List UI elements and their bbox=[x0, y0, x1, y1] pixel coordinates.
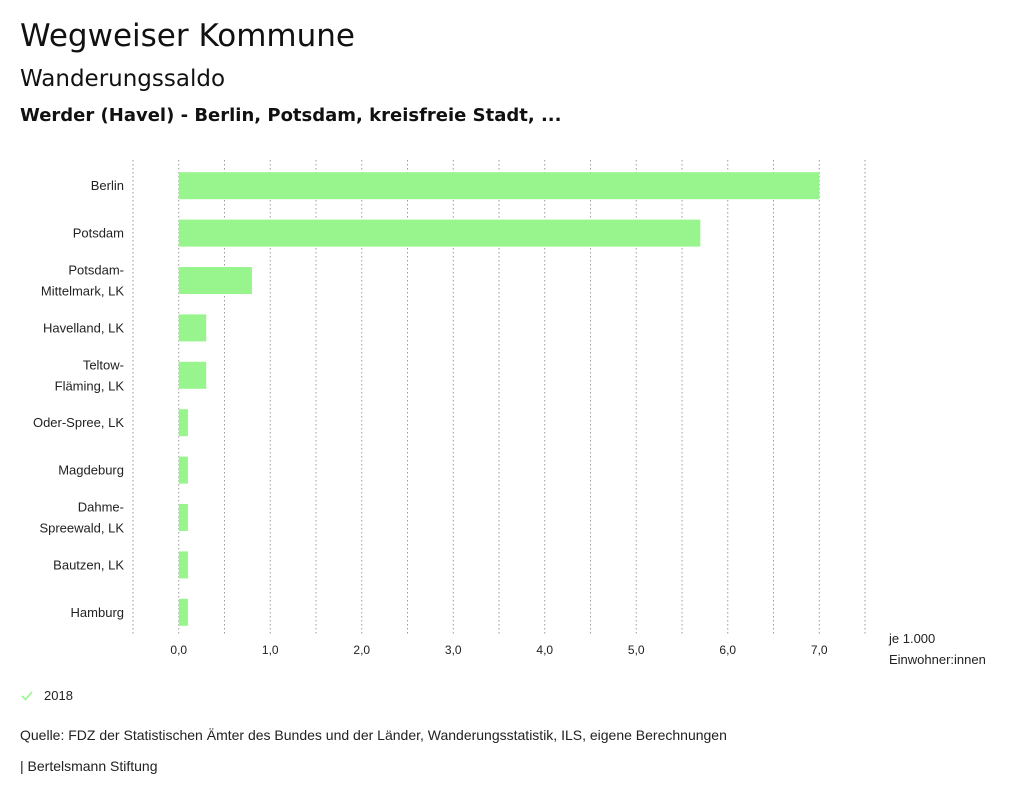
x-tick-label: 0,0 bbox=[170, 643, 187, 657]
category-label: Potsdam- bbox=[68, 263, 124, 278]
legend-label: 2018 bbox=[44, 688, 73, 703]
bar-magdeburg bbox=[178, 456, 188, 484]
x-tick-label: 2,0 bbox=[353, 643, 370, 657]
category-label: Spreewald, LK bbox=[39, 521, 124, 536]
bar-havelland-lk bbox=[178, 314, 207, 342]
bar-hamburg bbox=[178, 598, 188, 626]
category-label: Magdeburg bbox=[58, 463, 124, 478]
publisher-note: | Bertelsmann Stiftung bbox=[20, 758, 158, 774]
bar-oder-spree-lk bbox=[178, 409, 188, 437]
x-tick-label: 7,0 bbox=[811, 643, 828, 657]
x-tick-label: 1,0 bbox=[262, 643, 279, 657]
bar-dahme-spreewald-lk bbox=[178, 504, 188, 531]
x-axis-label: Einwohner:innen bbox=[889, 652, 986, 667]
source-note: Quelle: FDZ der Statistischen Ämter des … bbox=[20, 727, 727, 743]
bar-teltow-fläming-lk bbox=[178, 361, 207, 389]
region-selection[interactable]: Werder (Havel) - Berlin, Potsdam, kreisf… bbox=[20, 105, 562, 126]
x-axis-label: je 1.000 bbox=[888, 631, 935, 646]
chart-subtitle: Wanderungssaldo bbox=[20, 66, 226, 92]
page-title: Wegweiser Kommune bbox=[20, 18, 355, 54]
category-label: Fläming, LK bbox=[55, 378, 125, 393]
category-label: Teltow- bbox=[83, 357, 124, 372]
category-label: Potsdam bbox=[73, 226, 124, 241]
bar-bautzen-lk bbox=[178, 551, 188, 579]
bar-chart: 0,0 1,0 2,0 3,0 4,0 5,0 6,0 7,0 je 1.000 Einwohne… bbox=[33, 160, 986, 667]
bar-potsdam bbox=[178, 219, 701, 247]
bar-berlin bbox=[178, 172, 820, 200]
bar-potsdam-mittelmark-lk bbox=[178, 267, 252, 294]
legend-item-2018[interactable]: 2018 bbox=[20, 688, 73, 703]
category-label: Bautzen, LK bbox=[53, 557, 124, 572]
category-label: Hamburg bbox=[71, 605, 124, 620]
x-tick-label: 3,0 bbox=[445, 643, 462, 657]
category-label: Havelland, LK bbox=[43, 320, 124, 335]
x-tick-label: 6,0 bbox=[719, 643, 736, 657]
category-label: Dahme- bbox=[78, 500, 124, 515]
checkmark-icon bbox=[21, 690, 33, 701]
category-label: Oder-Spree, LK bbox=[33, 415, 124, 430]
x-tick-label: 4,0 bbox=[536, 643, 553, 657]
category-label: Mittelmark, LK bbox=[41, 284, 124, 299]
x-tick-label: 5,0 bbox=[628, 643, 645, 657]
category-label: Berlin bbox=[91, 178, 124, 193]
